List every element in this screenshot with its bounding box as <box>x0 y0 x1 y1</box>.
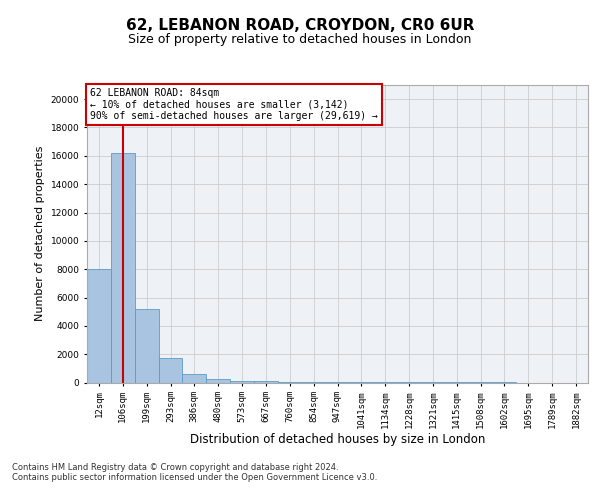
Bar <box>158 358 182 382</box>
Bar <box>182 374 206 382</box>
Bar <box>111 153 135 382</box>
Text: Size of property relative to detached houses in London: Size of property relative to detached ho… <box>128 32 472 46</box>
Text: Contains HM Land Registry data © Crown copyright and database right 2024.
Contai: Contains HM Land Registry data © Crown c… <box>12 462 377 482</box>
Text: 62 LEBANON ROAD: 84sqm
← 10% of detached houses are smaller (3,142)
90% of semi-: 62 LEBANON ROAD: 84sqm ← 10% of detached… <box>90 88 378 121</box>
Text: 62, LEBANON ROAD, CROYDON, CR0 6UR: 62, LEBANON ROAD, CROYDON, CR0 6UR <box>126 18 474 32</box>
Bar <box>206 379 230 382</box>
Bar <box>230 381 254 382</box>
Y-axis label: Number of detached properties: Number of detached properties <box>35 146 45 322</box>
Bar <box>87 269 111 382</box>
X-axis label: Distribution of detached houses by size in London: Distribution of detached houses by size … <box>190 434 485 446</box>
Bar <box>135 309 158 382</box>
